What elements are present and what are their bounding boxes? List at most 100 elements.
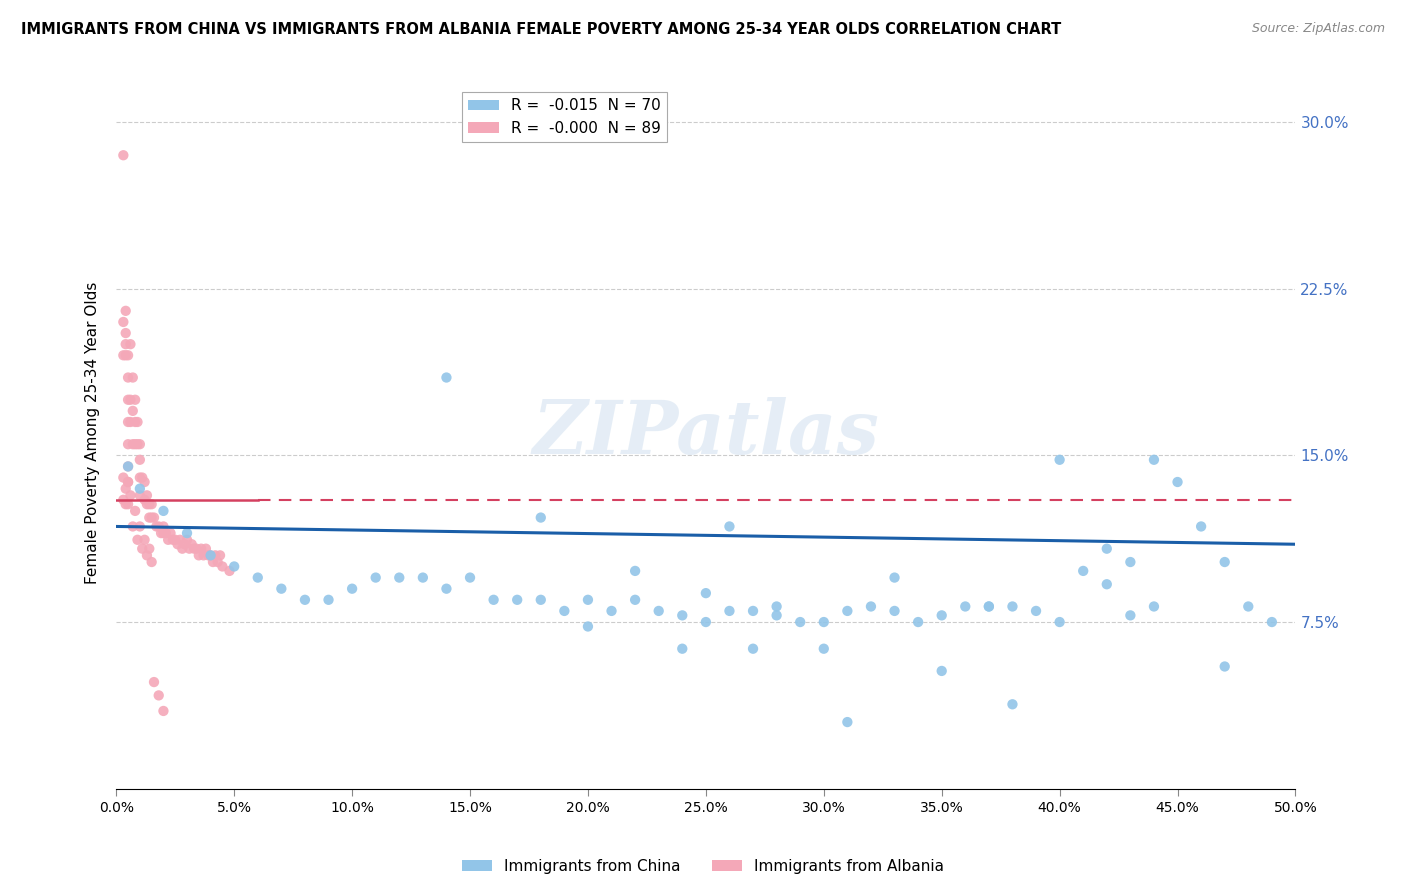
Point xyxy=(143,675,166,690)
Point xyxy=(128,482,150,496)
Point xyxy=(955,599,977,614)
Point xyxy=(624,592,647,607)
Point xyxy=(340,582,363,596)
Point xyxy=(224,559,246,574)
Point xyxy=(114,303,136,318)
Point xyxy=(169,533,191,547)
Point xyxy=(718,519,741,533)
Point xyxy=(530,592,553,607)
Point xyxy=(388,571,411,585)
Point xyxy=(624,564,647,578)
Point xyxy=(190,541,212,556)
Point xyxy=(114,337,136,351)
Point xyxy=(112,492,135,507)
Point xyxy=(172,541,194,556)
Point xyxy=(671,608,693,623)
Point xyxy=(117,415,139,429)
Point xyxy=(553,604,575,618)
Point xyxy=(1049,615,1071,629)
Point xyxy=(131,470,153,484)
Point xyxy=(165,533,187,547)
Point xyxy=(114,348,136,362)
Point xyxy=(907,615,929,629)
Point xyxy=(128,519,150,533)
Point xyxy=(112,470,135,484)
Point xyxy=(134,533,156,547)
Point xyxy=(179,541,201,556)
Point xyxy=(931,664,953,678)
Point xyxy=(813,641,835,656)
Point xyxy=(117,437,139,451)
Point xyxy=(1189,519,1212,533)
Point xyxy=(127,415,149,429)
Point xyxy=(765,608,787,623)
Point xyxy=(201,555,224,569)
Point xyxy=(458,571,481,585)
Point xyxy=(143,510,166,524)
Point xyxy=(120,392,142,407)
Point xyxy=(742,641,765,656)
Point xyxy=(155,526,177,541)
Point xyxy=(117,459,139,474)
Legend: R =  -0.015  N = 70, R =  -0.000  N = 89: R = -0.015 N = 70, R = -0.000 N = 89 xyxy=(463,92,666,142)
Point xyxy=(176,533,198,547)
Point xyxy=(114,497,136,511)
Point xyxy=(183,541,205,556)
Point xyxy=(117,497,139,511)
Point xyxy=(1071,564,1094,578)
Legend: Immigrants from China, Immigrants from Albania: Immigrants from China, Immigrants from A… xyxy=(456,853,950,880)
Point xyxy=(121,519,143,533)
Point xyxy=(134,492,156,507)
Point xyxy=(128,452,150,467)
Point xyxy=(128,437,150,451)
Point xyxy=(138,510,160,524)
Point xyxy=(124,392,146,407)
Point xyxy=(1213,555,1236,569)
Point xyxy=(187,549,209,563)
Point xyxy=(112,348,135,362)
Point xyxy=(124,415,146,429)
Point xyxy=(138,497,160,511)
Point xyxy=(671,641,693,656)
Point xyxy=(859,599,882,614)
Point xyxy=(1143,599,1166,614)
Point xyxy=(180,537,202,551)
Point xyxy=(128,488,150,502)
Point xyxy=(138,541,160,556)
Point xyxy=(883,604,905,618)
Point xyxy=(436,582,458,596)
Point xyxy=(112,148,135,162)
Point xyxy=(148,689,170,703)
Point xyxy=(1261,615,1284,629)
Point xyxy=(173,537,195,551)
Point xyxy=(695,586,717,600)
Point xyxy=(176,526,198,541)
Point xyxy=(1001,698,1024,712)
Point xyxy=(813,615,835,629)
Point xyxy=(837,714,859,729)
Point xyxy=(152,519,174,533)
Point xyxy=(270,582,292,596)
Point xyxy=(117,475,139,489)
Point xyxy=(207,555,229,569)
Point xyxy=(141,510,163,524)
Point xyxy=(157,533,180,547)
Point xyxy=(1049,452,1071,467)
Point xyxy=(136,488,159,502)
Point xyxy=(114,482,136,496)
Point xyxy=(117,348,139,362)
Point xyxy=(1143,452,1166,467)
Point xyxy=(117,475,139,489)
Point xyxy=(124,437,146,451)
Text: IMMIGRANTS FROM CHINA VS IMMIGRANTS FROM ALBANIA FEMALE POVERTY AMONG 25-34 YEAR: IMMIGRANTS FROM CHINA VS IMMIGRANTS FROM… xyxy=(21,22,1062,37)
Point xyxy=(200,549,222,563)
Point xyxy=(576,619,599,633)
Point xyxy=(148,519,170,533)
Point xyxy=(600,604,623,618)
Point xyxy=(789,615,811,629)
Point xyxy=(482,592,505,607)
Point xyxy=(200,549,222,563)
Point xyxy=(152,504,174,518)
Point xyxy=(211,559,233,574)
Point xyxy=(364,571,387,585)
